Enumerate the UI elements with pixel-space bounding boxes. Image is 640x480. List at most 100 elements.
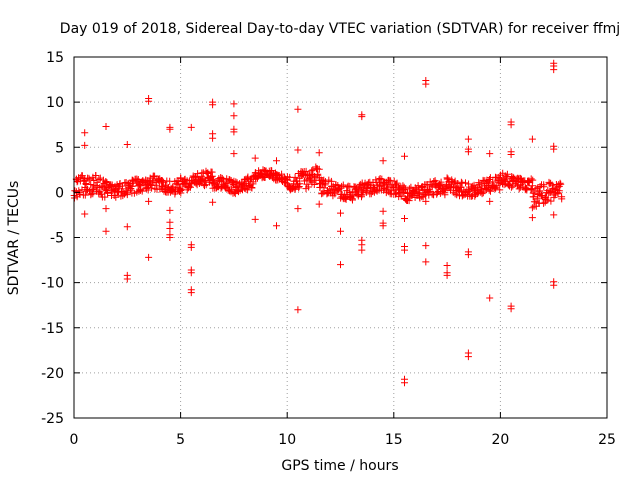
data-point	[486, 150, 494, 158]
data-point	[177, 185, 185, 193]
data-point	[441, 191, 449, 199]
x-axis-label: GPS time / hours	[281, 458, 398, 474]
chart-title: Day 019 of 2018, Sidereal Day-to-day VTE…	[60, 21, 620, 37]
data-point	[294, 105, 302, 113]
data-point	[81, 129, 89, 137]
data-point	[555, 187, 563, 195]
data-point	[92, 172, 100, 179]
data-point	[187, 243, 195, 251]
data-point	[209, 134, 217, 142]
data-point	[550, 281, 558, 289]
data-point	[536, 187, 544, 195]
data-point	[208, 172, 216, 180]
data-point	[239, 181, 247, 189]
data-point	[462, 179, 469, 187]
data-point	[450, 179, 458, 187]
data-point	[547, 197, 555, 205]
data-point	[302, 167, 310, 175]
data-point	[540, 181, 548, 189]
x-tick-label: 20	[491, 432, 509, 448]
data-point	[476, 183, 484, 191]
data-point	[379, 222, 387, 230]
data-point	[397, 192, 405, 200]
data-point	[496, 186, 504, 194]
data-point	[464, 148, 472, 156]
data-point	[323, 190, 331, 198]
data-point	[273, 222, 280, 230]
data-point	[112, 193, 120, 201]
data-point	[209, 198, 217, 206]
data-point	[291, 185, 299, 193]
data-point	[308, 167, 316, 175]
data-point	[443, 174, 451, 182]
data-point	[81, 210, 89, 218]
data-point	[227, 185, 235, 193]
data-point	[550, 145, 558, 153]
data-point	[481, 185, 489, 192]
data-point	[294, 146, 302, 154]
data-point	[230, 128, 238, 136]
data-point	[528, 204, 536, 212]
data-point	[532, 198, 540, 206]
data-point	[251, 215, 259, 223]
points-layer	[70, 59, 566, 387]
data-point	[89, 190, 97, 198]
data-point	[401, 379, 408, 387]
y-tick-label: -15	[41, 321, 64, 337]
data-point	[138, 187, 146, 195]
data-point	[401, 246, 408, 254]
data-point	[209, 101, 217, 109]
data-point	[358, 246, 366, 254]
data-point	[479, 189, 487, 197]
data-point	[428, 182, 436, 190]
data-point	[123, 191, 131, 199]
data-point	[422, 197, 430, 205]
data-point	[358, 113, 366, 121]
data-point	[341, 195, 349, 203]
x-tick-label: 25	[598, 432, 616, 448]
data-point	[145, 97, 153, 105]
data-point	[166, 206, 174, 214]
data-point	[310, 181, 318, 188]
data-point	[315, 200, 323, 208]
data-point	[507, 305, 515, 313]
data-point	[145, 197, 153, 205]
data-point	[489, 178, 497, 186]
data-point	[502, 172, 510, 180]
data-point	[321, 181, 329, 189]
data-point	[538, 192, 545, 199]
data-point	[507, 121, 515, 129]
data-point	[507, 151, 515, 158]
data-point	[486, 197, 494, 205]
data-point	[251, 154, 259, 162]
data-point	[401, 152, 408, 160]
data-point	[273, 157, 280, 165]
data-point	[230, 100, 238, 108]
data-point	[405, 197, 413, 205]
grid-layer	[74, 57, 607, 418]
data-point	[436, 189, 444, 197]
data-point	[348, 195, 356, 203]
data-point	[443, 262, 451, 269]
data-point	[102, 123, 110, 130]
x-tick-label: 0	[70, 432, 79, 448]
data-point	[102, 178, 110, 185]
data-point	[128, 182, 136, 190]
data-point	[464, 353, 472, 361]
y-tick-label: 0	[55, 185, 64, 201]
data-point	[528, 214, 536, 222]
data-point	[194, 170, 202, 178]
data-point	[527, 175, 535, 183]
y-tick-label: -25	[41, 411, 64, 427]
data-point	[137, 186, 145, 194]
y-tick-label: -20	[41, 366, 64, 382]
data-point	[400, 186, 408, 194]
data-point	[145, 253, 153, 261]
data-point	[457, 178, 465, 186]
y-tick-label: -10	[41, 276, 64, 292]
plot-frame	[73, 56, 608, 419]
data-point	[176, 186, 184, 194]
data-point	[90, 177, 98, 184]
data-point	[85, 176, 93, 184]
